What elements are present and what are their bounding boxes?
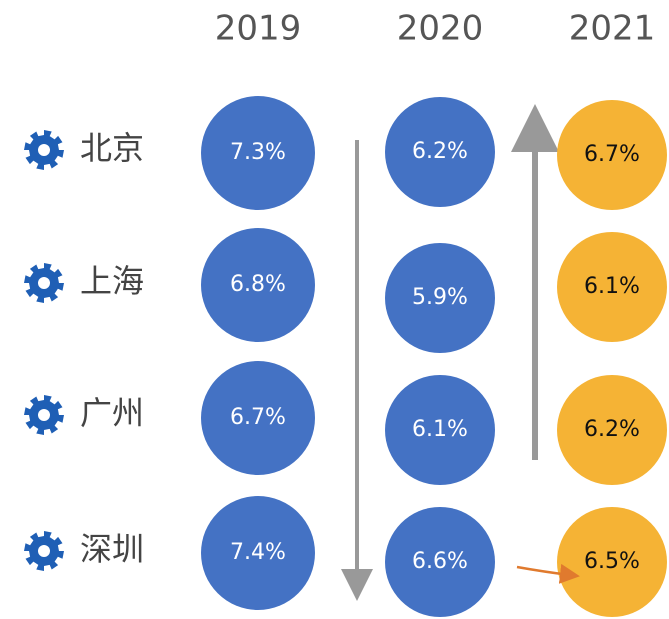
change-arrow: [516, 563, 580, 584]
city-label: 深圳: [80, 530, 144, 568]
rate-label: 6.2%: [412, 139, 468, 164]
rate-label: 5.9%: [412, 285, 468, 310]
rate-label: 6.1%: [584, 274, 640, 299]
year-header: 2021: [569, 9, 656, 49]
rate-label: 6.7%: [584, 142, 640, 167]
gear-hole: [38, 144, 50, 156]
rate-circle: [201, 361, 315, 475]
rate-circle: [557, 507, 667, 617]
rate-label: 6.2%: [584, 417, 640, 442]
gear-hole: [38, 277, 50, 289]
rate-label: 6.5%: [584, 549, 640, 574]
gear-hole: [38, 409, 50, 421]
rate-circle: [385, 243, 495, 353]
rate-label: 7.4%: [230, 540, 286, 565]
rate-label: 6.7%: [230, 405, 286, 430]
city-label: 广州: [80, 394, 144, 432]
rate-circle: [385, 507, 495, 617]
rate-circle: [557, 100, 667, 210]
rate-circle: [201, 496, 315, 610]
city-label: 北京: [80, 129, 144, 167]
rate-circle: [557, 232, 667, 342]
year-header: 2019: [215, 9, 302, 49]
rate-label: 7.3%: [230, 140, 286, 165]
rate-circle: [385, 97, 495, 207]
city-label: 上海: [80, 262, 144, 300]
gear-hole: [38, 545, 50, 557]
rate-circle: [385, 375, 495, 485]
rate-label: 6.1%: [412, 417, 468, 442]
rate-circle: [557, 375, 667, 485]
rate-circle: [201, 228, 315, 342]
year-header: 2020: [397, 9, 484, 49]
rate-label: 6.8%: [230, 272, 286, 297]
rate-circle: [201, 96, 315, 210]
rate-label: 6.6%: [412, 549, 468, 574]
